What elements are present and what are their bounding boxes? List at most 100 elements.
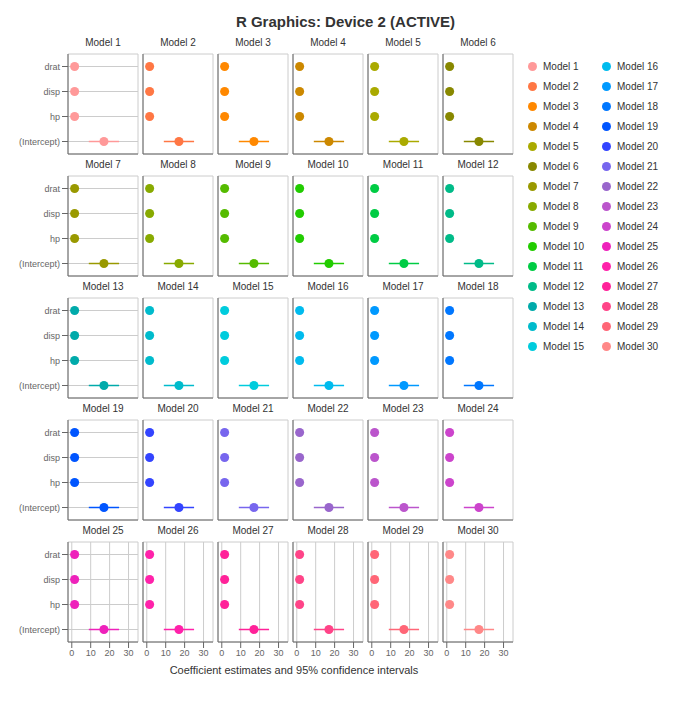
svg-text:drat: drat (44, 550, 60, 560)
html-text:Model 4: Model 4 (543, 120, 579, 132)
html-text:Model 27: Model 27 (617, 280, 659, 292)
svg-text:0: 0 (369, 648, 374, 658)
svg-text:(Intercept): (Intercept) (19, 259, 60, 269)
html-text:Model 28: Model 28 (617, 300, 659, 312)
html-text:Model 22: Model 22 (307, 403, 349, 414)
html-text:Model 29: Model 29 (617, 320, 659, 332)
svg-text:0: 0 (69, 648, 74, 658)
svg-text:10: 10 (86, 648, 96, 658)
html-text:Model 1: Model 1 (85, 37, 121, 48)
svg-text:(Intercept): (Intercept) (19, 137, 60, 147)
html-text:Model 18: Model 18 (617, 100, 659, 112)
svg-text:hp: hp (50, 234, 60, 244)
html-text:Model 6: Model 6 (460, 37, 496, 48)
svg-text:20: 20 (405, 648, 415, 658)
svg-text:10: 10 (161, 648, 171, 658)
svg-text:10: 10 (461, 648, 471, 658)
svg-text:20: 20 (180, 648, 190, 658)
html-text:Model 6: Model 6 (543, 160, 579, 172)
html-text:Model 5: Model 5 (385, 37, 421, 48)
svg-text:30: 30 (349, 648, 359, 658)
svg-text:(Intercept): (Intercept) (19, 503, 60, 513)
html-text:Model 16: Model 16 (617, 60, 659, 72)
html-text:Model 11: Model 11 (382, 159, 424, 170)
html-text:Model 24: Model 24 (617, 220, 659, 232)
svg-text:disp: disp (43, 453, 60, 463)
html-text:Coefficient estimates and 95%: Coefficient estimates and 95% confidence… (169, 664, 419, 676)
html-text:Model 2: Model 2 (160, 37, 196, 48)
svg-text:20: 20 (330, 648, 340, 658)
svg-text:hp: hp (50, 356, 60, 366)
html-text:Model 30: Model 30 (617, 340, 659, 352)
svg-text:disp: disp (43, 331, 60, 341)
svg-text:hp: hp (50, 478, 60, 488)
html-text:Model 19: Model 19 (617, 120, 659, 132)
svg-text:30: 30 (424, 648, 434, 658)
html-text:Model 23: Model 23 (617, 200, 659, 212)
html-text:Model 3: Model 3 (235, 37, 271, 48)
html-text:Model 8: Model 8 (160, 159, 196, 170)
svg-text:30: 30 (124, 648, 134, 658)
html-text:Model 9: Model 9 (235, 159, 271, 170)
html-text:Model 17: Model 17 (382, 281, 424, 292)
html-text:Model 18: Model 18 (457, 281, 499, 292)
html-text:Model 3: Model 3 (543, 100, 579, 112)
html-text:Model 23: Model 23 (382, 403, 424, 414)
html-text:Model 15: Model 15 (543, 340, 585, 352)
html-text:Model 25: Model 25 (617, 240, 659, 252)
svg-text:0: 0 (294, 648, 299, 658)
html-text:Model 13: Model 13 (82, 281, 124, 292)
svg-text:drat: drat (44, 62, 60, 72)
svg-text:drat: drat (44, 306, 60, 316)
html-text:Model 22: Model 22 (617, 180, 659, 192)
html-text:Model 1: Model 1 (543, 60, 579, 72)
svg-text:disp: disp (43, 87, 60, 97)
svg-text:30: 30 (274, 648, 284, 658)
html-text:Model 16: Model 16 (307, 281, 349, 292)
html-text:Model 10: Model 10 (307, 159, 349, 170)
svg-text:30: 30 (499, 648, 509, 658)
html-text:Model 12: Model 12 (543, 280, 585, 292)
svg-text:(Intercept): (Intercept) (19, 381, 60, 391)
html-text:Model 14: Model 14 (543, 320, 585, 332)
html-text:Model 21: Model 21 (617, 160, 659, 172)
html-text:Model 15: Model 15 (232, 281, 274, 292)
svg-text:hp: hp (50, 600, 60, 610)
html-text:Model 19: Model 19 (82, 403, 124, 414)
html-text:Model 26: Model 26 (617, 260, 659, 272)
svg-text:(Intercept): (Intercept) (19, 625, 60, 635)
svg-text:20: 20 (255, 648, 265, 658)
svg-text:30: 30 (199, 648, 209, 658)
html-text:Model 20: Model 20 (617, 140, 659, 152)
svg-text:drat: drat (44, 184, 60, 194)
svg-text:10: 10 (311, 648, 321, 658)
html-text:Model 7: Model 7 (543, 180, 579, 192)
html-text:Model 10: Model 10 (543, 240, 585, 252)
html-text:Model 2: Model 2 (543, 80, 579, 92)
svg-text:20: 20 (480, 648, 490, 658)
html-text:Model 7: Model 7 (85, 159, 121, 170)
svg-text:10: 10 (386, 648, 396, 658)
svg-text:disp: disp (43, 575, 60, 585)
html-text:Model 24: Model 24 (457, 403, 499, 414)
html-text:Model 11: Model 11 (543, 260, 584, 272)
svg-text:0: 0 (219, 648, 224, 658)
svg-text:20: 20 (105, 648, 115, 658)
html-text:Model 13: Model 13 (543, 300, 585, 312)
svg-text:0: 0 (444, 648, 449, 658)
svg-text:10: 10 (236, 648, 246, 658)
svg-text:disp: disp (43, 209, 60, 219)
html-text:Model 9: Model 9 (543, 220, 579, 232)
html-text:Model 17: Model 17 (617, 80, 659, 92)
html-text:Model 12: Model 12 (457, 159, 499, 170)
html-text:Model 5: Model 5 (543, 140, 579, 152)
html-text:Model 21: Model 21 (232, 403, 274, 414)
svg-text:drat: drat (44, 428, 60, 438)
html-text:Model 20: Model 20 (157, 403, 199, 414)
html-text:R Graphics: Device 2 (ACTIVE): R Graphics: Device 2 (ACTIVE) (235, 13, 456, 30)
svg-text:hp: hp (50, 112, 60, 122)
html-text:Model 4: Model 4 (310, 37, 346, 48)
svg-text:0: 0 (144, 648, 149, 658)
html-text:Model 14: Model 14 (157, 281, 199, 292)
html-text:Model 8: Model 8 (543, 200, 579, 212)
